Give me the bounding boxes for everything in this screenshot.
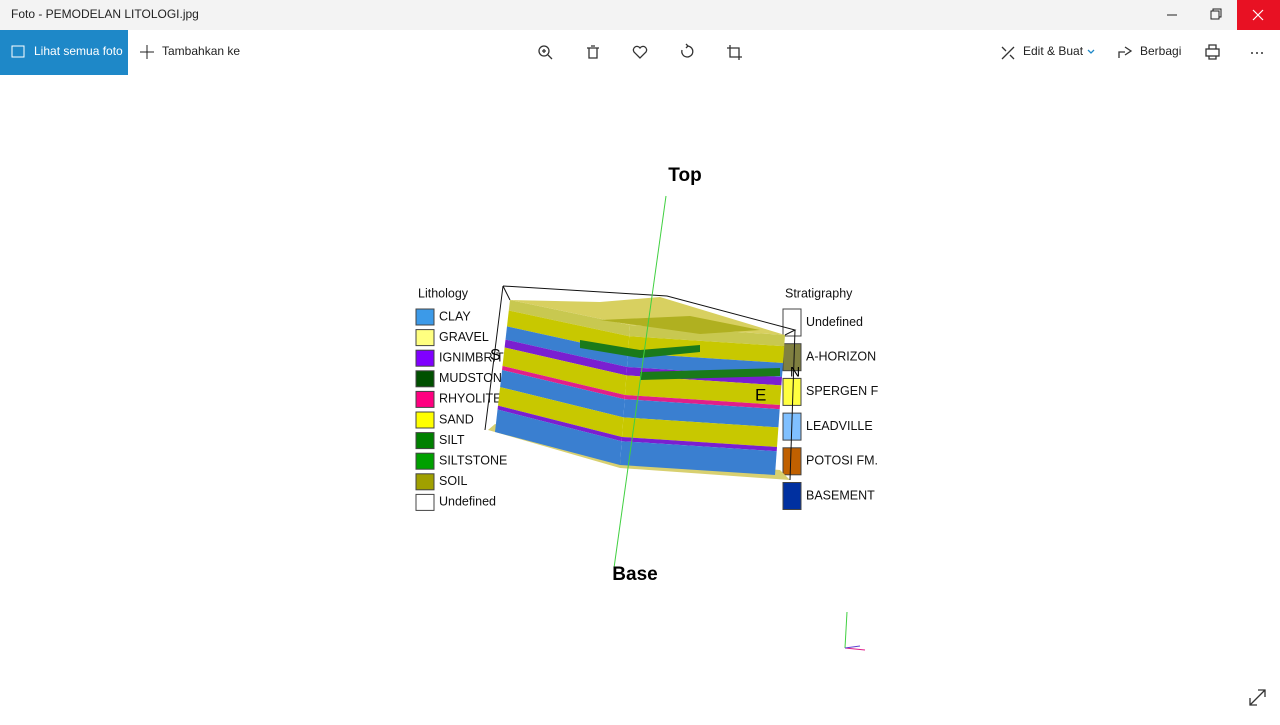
print-button[interactable]: [1205, 44, 1220, 60]
legend-label: RHYOLITE: [439, 392, 502, 406]
3d-model: [488, 297, 790, 480]
model-layer: [624, 395, 780, 410]
view-all-button[interactable]: [0, 30, 128, 75]
legend-label: MUDSTONE: [439, 371, 510, 385]
legend-label: GRAVEL: [439, 330, 489, 344]
share-icon[interactable]: [1118, 46, 1133, 58]
legend-label: SOIL: [439, 474, 468, 488]
favorite-button[interactable]: [632, 45, 648, 59]
legend-label: CLAY: [439, 309, 471, 323]
legend-title: Stratigraphy: [785, 286, 853, 300]
legend-swatch: [415, 370, 435, 388]
delete-button[interactable]: [587, 45, 599, 59]
legend-title: Lithology: [418, 286, 469, 300]
more-button[interactable]: [1251, 52, 1263, 54]
orientation-gizmo: [844, 611, 866, 651]
legend-swatch: [415, 493, 435, 511]
legend-label: Undefined: [439, 495, 496, 509]
legend-swatch: [415, 308, 435, 326]
legend-label: Undefined: [806, 315, 863, 329]
model-layer: [504, 339, 627, 376]
legend-swatch: [782, 308, 802, 337]
model-layer: [507, 310, 630, 353]
model-layer: [505, 326, 628, 367]
photo-icon: [11, 45, 25, 58]
legend-label: IGNIMBRITE: [439, 350, 512, 364]
legend-label: A-HORIZON: [806, 349, 876, 363]
vertical-axis: [613, 195, 667, 569]
legend-label: LEADVILLE: [806, 419, 873, 433]
legend-swatch: [782, 447, 802, 476]
legend-label: SPERGEN F: [806, 384, 879, 398]
add-icon[interactable]: [140, 45, 154, 59]
crop-button[interactable]: [727, 45, 742, 60]
model-layer: [622, 417, 779, 447]
title-bar: [0, 0, 1280, 30]
legend-label: SAND: [439, 412, 474, 426]
legend-swatch: [415, 411, 435, 429]
base-label: Base: [612, 564, 657, 585]
legend-swatch: [415, 349, 435, 367]
close-icon: [1252, 9, 1264, 21]
window-title: Foto - PEMODELAN LITOLOGI.jpg: [11, 7, 199, 21]
model-layer: [640, 368, 780, 380]
model-layer: [500, 369, 625, 418]
model-layer: [580, 340, 700, 358]
legend-label: SILT: [439, 433, 465, 447]
add-to-label[interactable]: Tambahkan ke: [162, 44, 240, 58]
legend-swatch: [415, 473, 435, 491]
model-layer: [497, 405, 622, 442]
view-all-label[interactable]: Lihat semua foto: [34, 44, 123, 58]
legend-swatch: [415, 329, 435, 347]
rotate-button[interactable]: [681, 43, 694, 58]
direction-label: E: [755, 385, 766, 404]
model-layer: [620, 441, 777, 475]
model-layer: [495, 409, 622, 465]
legend-label: SILTSTONE: [439, 453, 507, 467]
legend-swatch: [415, 432, 435, 450]
direction-label: N: [790, 364, 800, 380]
legend-swatch: [415, 452, 435, 470]
model-layer: [623, 399, 780, 428]
model-wireframe: [484, 285, 797, 481]
zoom-button[interactable]: [538, 45, 553, 60]
model-layer: [625, 375, 782, 405]
model-layer: [600, 316, 760, 334]
legend-swatch: [782, 482, 802, 510]
legend-swatch: [782, 377, 802, 406]
legend-swatch: [415, 390, 435, 408]
model-layer: [628, 336, 785, 363]
direction-label: S: [490, 347, 501, 364]
model-layer: [621, 437, 777, 452]
model-layer: [508, 300, 630, 337]
model-layer: [502, 366, 625, 400]
model-layer: [502, 347, 627, 395]
edit-icon[interactable]: [1001, 46, 1015, 60]
fullscreen-button[interactable]: [1249, 689, 1266, 706]
edit-create-label[interactable]: Edit & Buat: [1023, 44, 1084, 58]
model-layer: [629, 325, 785, 347]
legend-label: BASEMENT: [806, 488, 875, 502]
share-label[interactable]: Berbagi: [1140, 44, 1181, 58]
top-label: Top: [668, 165, 701, 186]
restore-button[interactable]: [1210, 8, 1222, 20]
dropdown-icon[interactable]: [1087, 49, 1095, 54]
model-layer: [498, 387, 624, 437]
legend-label: POTOSI FM.: [806, 454, 878, 468]
